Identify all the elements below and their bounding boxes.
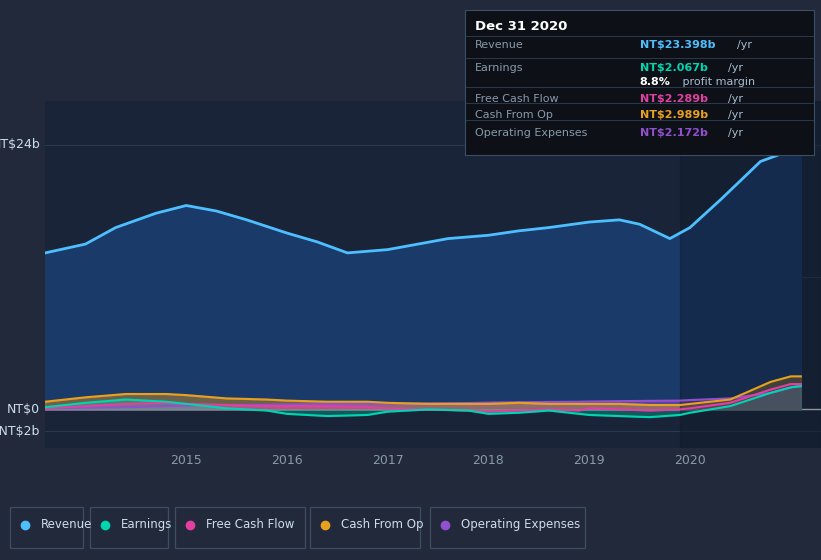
Text: Free Cash Flow: Free Cash Flow	[206, 518, 295, 531]
Bar	[680, 101, 821, 448]
Text: 2020: 2020	[674, 454, 706, 466]
Text: NT$24b: NT$24b	[0, 138, 40, 151]
Text: Earnings: Earnings	[122, 518, 172, 531]
Text: 2016: 2016	[271, 454, 303, 466]
Text: NT$2.067b: NT$2.067b	[640, 63, 708, 73]
Text: -NT$2b: -NT$2b	[0, 425, 40, 438]
Text: NT$2.172b: NT$2.172b	[640, 128, 708, 138]
Text: NT$2.989b: NT$2.989b	[640, 110, 708, 120]
Text: Operating Expenses: Operating Expenses	[461, 518, 580, 531]
Bar	[90, 507, 168, 548]
Text: profit margin: profit margin	[679, 77, 754, 87]
Text: /yr: /yr	[727, 63, 743, 73]
Text: /yr: /yr	[727, 94, 743, 104]
Text: Earnings: Earnings	[475, 63, 524, 73]
Bar	[175, 507, 305, 548]
Text: Revenue: Revenue	[475, 40, 524, 50]
Text: 2017: 2017	[372, 454, 404, 466]
Text: Operating Expenses: Operating Expenses	[475, 128, 588, 138]
Text: 2015: 2015	[170, 454, 202, 466]
Text: /yr: /yr	[727, 128, 743, 138]
Text: NT$2.289b: NT$2.289b	[640, 94, 708, 104]
Text: 2018: 2018	[473, 454, 504, 466]
Text: Cash From Op: Cash From Op	[475, 110, 553, 120]
Text: Dec 31 2020: Dec 31 2020	[475, 20, 567, 33]
Text: Revenue: Revenue	[41, 518, 93, 531]
Text: Free Cash Flow: Free Cash Flow	[475, 94, 559, 104]
Bar	[430, 507, 585, 548]
Text: /yr: /yr	[737, 40, 753, 50]
Text: 8.8%: 8.8%	[640, 77, 671, 87]
Text: Cash From Op: Cash From Op	[342, 518, 424, 531]
Bar	[10, 507, 83, 548]
Text: NT$0: NT$0	[7, 403, 40, 416]
Text: /yr: /yr	[727, 110, 743, 120]
Text: 2019: 2019	[573, 454, 605, 466]
Text: NT$23.398b: NT$23.398b	[640, 40, 715, 50]
Bar	[310, 507, 420, 548]
